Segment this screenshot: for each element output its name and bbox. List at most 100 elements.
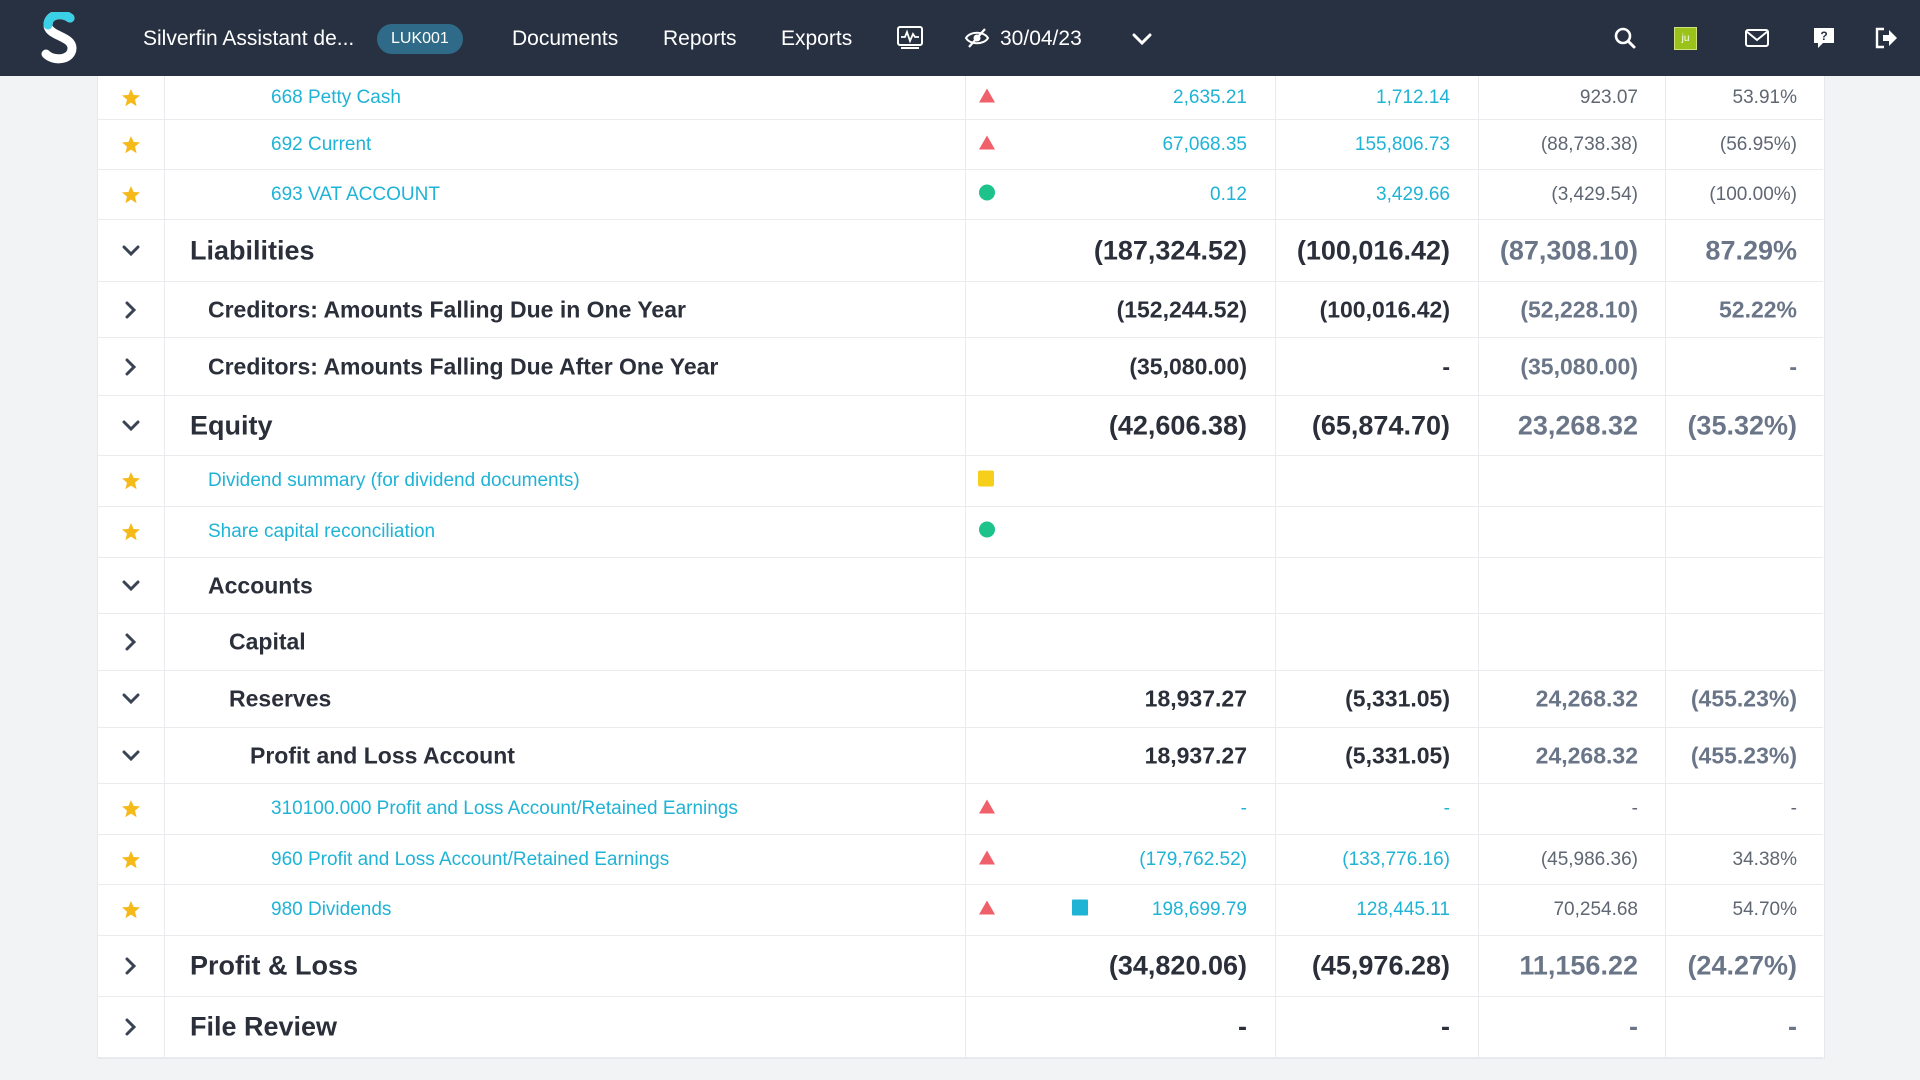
favorite-toggle[interactable]	[97, 784, 165, 834]
comparative-period-value[interactable]: 128,445.11	[1356, 899, 1450, 920]
entity-code-badge[interactable]: LUK001	[377, 24, 463, 54]
nav-reports[interactable]: Reports	[663, 27, 737, 50]
nav-documents[interactable]: Documents	[512, 27, 619, 50]
expand-toggle[interactable]	[97, 220, 165, 281]
account-link[interactable]: Dividend summary (for dividend documents…	[208, 470, 580, 491]
chevron-right-icon[interactable]	[124, 357, 138, 377]
expand-toggle[interactable]	[97, 728, 165, 783]
chevron-down-icon[interactable]	[121, 692, 141, 706]
current-period-value[interactable]: 67,068.35	[1162, 133, 1247, 155]
table-row[interactable]: Liabilities (187,324.52) (100,016.42) (87,3…	[97, 220, 1823, 282]
expand-toggle[interactable]	[97, 558, 165, 613]
comparative-period-value[interactable]: 1,712.14	[1376, 86, 1450, 108]
chevron-right-icon[interactable]	[124, 632, 138, 652]
row-status-marker[interactable]	[978, 900, 996, 921]
chevron-down-icon[interactable]	[121, 244, 141, 258]
chevron-right-icon[interactable]	[124, 956, 138, 976]
chevron-down-icon[interactable]	[121, 419, 141, 433]
favorite-toggle[interactable]	[97, 507, 165, 557]
table-row[interactable]: Share capital reconciliation	[97, 507, 1823, 558]
table-row[interactable]: File Review - - - -	[97, 997, 1823, 1058]
row-note-marker[interactable]	[1072, 899, 1088, 921]
eye-hidden-icon[interactable]	[964, 26, 990, 50]
table-row[interactable]: Equity (42,606.38) (65,874.70) 23,268.32 (35…	[97, 396, 1823, 456]
account-link[interactable]: 693 VAT ACCOUNT	[271, 183, 440, 205]
expand-toggle[interactable]	[97, 282, 165, 337]
row-status-marker[interactable]	[978, 183, 996, 206]
current-period-value[interactable]: 2,635.21	[1173, 86, 1247, 108]
favorite-star-icon[interactable]	[121, 799, 141, 819]
current-period-value[interactable]: 0.12	[1210, 183, 1247, 205]
favorite-toggle[interactable]	[97, 120, 165, 169]
account-link[interactable]: 980 Dividends	[271, 899, 392, 920]
row-status-marker[interactable]	[978, 799, 996, 820]
chevron-right-icon[interactable]	[124, 1017, 138, 1037]
favorite-toggle[interactable]	[97, 456, 165, 506]
table-row[interactable]: 310100.000 Profit and Loss Account/Retai…	[97, 784, 1823, 835]
expand-toggle[interactable]	[97, 936, 165, 996]
favorite-star-icon[interactable]	[121, 900, 141, 920]
favorite-toggle[interactable]	[97, 170, 165, 219]
table-row[interactable]: Creditors: Amounts Falling Due After One…	[97, 338, 1823, 396]
favorite-toggle[interactable]	[97, 76, 165, 119]
favorite-star-icon[interactable]	[121, 850, 141, 870]
table-row[interactable]: 960 Profit and Loss Account/Retained Ear…	[97, 835, 1823, 885]
account-link[interactable]: 692 Current	[271, 133, 372, 155]
comparative-period-value[interactable]: -	[1443, 798, 1450, 819]
favorite-toggle[interactable]	[97, 835, 165, 884]
help-icon[interactable]: ?	[1810, 24, 1838, 52]
favorite-star-icon[interactable]	[121, 185, 141, 205]
activity-monitor-icon[interactable]	[896, 24, 924, 52]
silverfin-logo-icon[interactable]	[40, 12, 80, 64]
account-link[interactable]: 668 Petty Cash	[271, 86, 401, 108]
account-link[interactable]: 960 Profit and Loss Account/Retained Ear…	[271, 848, 670, 870]
row-status-marker[interactable]	[978, 470, 994, 492]
favorite-star-icon[interactable]	[121, 522, 141, 542]
expand-toggle[interactable]	[97, 614, 165, 670]
table-row[interactable]: Capital	[97, 614, 1823, 671]
search-icon[interactable]	[1611, 24, 1639, 52]
account-link[interactable]: Share capital reconciliation	[208, 521, 436, 542]
table-row[interactable]: Profit and Loss Account 18,937.27 (5,331.0…	[97, 728, 1823, 784]
row-status-marker[interactable]	[978, 521, 996, 544]
row-status-marker[interactable]	[978, 87, 996, 108]
expand-toggle[interactable]	[97, 396, 165, 455]
expand-toggle[interactable]	[97, 671, 165, 727]
comparative-period-value[interactable]: 3,429.66	[1376, 183, 1450, 205]
current-period-value[interactable]: 198,699.79	[1151, 899, 1247, 920]
chevron-down-icon[interactable]	[121, 579, 141, 593]
chevron-right-icon[interactable]	[124, 300, 138, 320]
table-row[interactable]: Profit & Loss (34,820.06) (45,976.28) 11,15…	[97, 936, 1823, 997]
current-period-value[interactable]: -	[1240, 798, 1247, 819]
logout-icon[interactable]	[1872, 24, 1900, 52]
favorite-star-icon[interactable]	[121, 135, 141, 155]
expand-toggle[interactable]	[97, 997, 165, 1057]
comparative-period-value[interactable]: 155,806.73	[1354, 133, 1450, 155]
favorite-star-icon[interactable]	[121, 88, 141, 108]
table-row[interactable]: 668 Petty Cash 2,635.21 1,712.14 923.07 53.9…	[97, 76, 1823, 120]
row-status-marker[interactable]	[978, 849, 996, 870]
user-avatar[interactable]: ju	[1674, 27, 1697, 50]
app-title[interactable]: Silverfin Assistant de...	[143, 27, 355, 50]
favorite-star-icon[interactable]	[121, 471, 141, 491]
expand-toggle[interactable]	[97, 338, 165, 395]
table-row[interactable]: Dividend summary (for dividend documents…	[97, 456, 1823, 507]
current-period-value[interactable]: (179,762.52)	[1139, 848, 1247, 870]
row-status-marker[interactable]	[978, 134, 996, 155]
table-row[interactable]: Reserves 18,937.27 (5,331.05) 24,268.32 (455…	[97, 671, 1823, 728]
table-row[interactable]: 980 Dividends 198,699.79 128,445.11 70,254.…	[97, 885, 1823, 936]
table-row[interactable]: 693 VAT ACCOUNT 0.12 3,429.66 (3,429.54) (10…	[97, 170, 1823, 220]
account-link[interactable]: 310100.000 Profit and Loss Account/Retai…	[271, 798, 738, 819]
comparative-period-value[interactable]: (133,776.16)	[1342, 848, 1450, 870]
current-period-value: (42,606.38)	[1108, 410, 1247, 440]
mail-icon[interactable]	[1743, 24, 1771, 52]
favorite-toggle[interactable]	[97, 885, 165, 935]
table-row[interactable]: Creditors: Amounts Falling Due in One Ye…	[97, 282, 1823, 338]
table-row[interactable]: 692 Current 67,068.35 155,806.73 (88,738.38…	[97, 120, 1823, 170]
chevron-down-icon[interactable]	[1131, 30, 1153, 48]
table-row[interactable]: Accounts	[97, 558, 1823, 614]
difference-value: 11,156.22	[1519, 950, 1638, 981]
chevron-down-icon[interactable]	[121, 749, 141, 763]
period-selector[interactable]: 30/04/23	[1000, 27, 1082, 50]
nav-exports[interactable]: Exports	[781, 27, 853, 50]
